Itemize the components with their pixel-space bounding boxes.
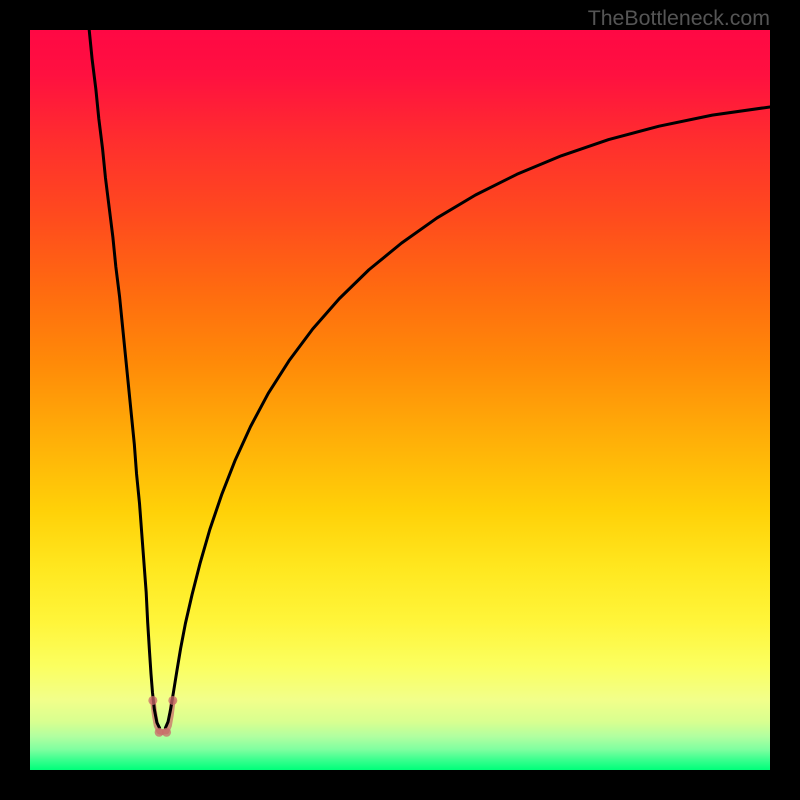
watermark-text: TheBottleneck.com	[588, 6, 770, 31]
left-bottleneck-curve	[89, 30, 159, 728]
chart-container: TheBottleneck.com	[0, 0, 800, 800]
right-bottleneck-curve	[165, 107, 770, 728]
curve-layer	[30, 30, 770, 770]
endpoint-marker	[162, 728, 171, 737]
plot-area	[30, 30, 770, 770]
endpoint-marker	[168, 696, 177, 705]
endpoint-marker	[148, 696, 157, 705]
